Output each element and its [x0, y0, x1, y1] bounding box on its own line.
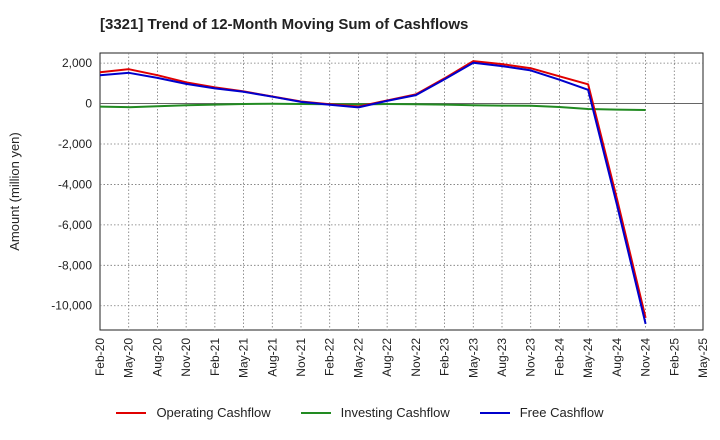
legend-item-free: Free Cashflow	[479, 405, 604, 420]
x-tick-label: Nov-23	[524, 338, 538, 377]
legend-label-operating: Operating Cashflow	[156, 405, 271, 420]
x-tick-label: Nov-22	[409, 338, 423, 377]
y-tick-label: -8,000	[58, 258, 92, 272]
x-tick-label: Aug-23	[495, 338, 509, 377]
x-tick-label: Nov-24	[639, 338, 653, 377]
x-tick-label: Aug-21	[265, 338, 279, 377]
x-tick-label: May-23	[466, 338, 480, 378]
x-tick-label: Aug-22	[380, 338, 394, 377]
x-tick-label: Feb-24	[552, 338, 566, 376]
y-tick-label: -2,000	[58, 137, 92, 151]
x-tick-label: Aug-20	[150, 338, 164, 377]
plot-frame	[99, 52, 704, 331]
legend-swatch-operating	[116, 411, 147, 414]
y-tick-label: 2,000	[62, 56, 92, 70]
x-tick-label: Aug-24	[610, 338, 624, 377]
series-line-free-cashflow	[99, 61, 647, 325]
legend-label-investing: Investing Cashflow	[340, 405, 450, 420]
legend: Operating Cashflow Investing Cashflow Fr…	[0, 405, 720, 420]
legend-item-operating: Operating Cashflow	[116, 405, 271, 420]
legend-label-free: Free Cashflow	[519, 405, 604, 420]
x-tick-label: Feb-20	[93, 338, 107, 376]
x-tick-label: May-21	[237, 338, 251, 378]
chart-title: [3321] Trend of 12-Month Moving Sum of C…	[100, 16, 469, 33]
x-tick-label: Nov-21	[294, 338, 308, 377]
legend-swatch-investing	[300, 411, 331, 414]
x-tick-label: Feb-25	[667, 338, 681, 376]
x-tick-label: May-24	[581, 338, 595, 378]
x-tick-label: Nov-20	[179, 338, 193, 377]
legend-item-investing: Investing Cashflow	[300, 405, 450, 420]
x-tick-label: May-22	[351, 338, 365, 378]
x-tick-label: May-25	[696, 338, 710, 378]
y-axis-label: Amount (million yen)	[7, 132, 22, 251]
y-tick-label: -6,000	[58, 218, 92, 232]
legend-swatch-free	[479, 411, 510, 414]
x-tick-label: Feb-22	[323, 338, 337, 376]
x-tick-label: Feb-21	[208, 338, 222, 376]
y-tick-label: 0	[85, 97, 92, 111]
x-tick-label: Feb-23	[438, 338, 452, 376]
x-tick-label: May-20	[122, 338, 136, 378]
y-tick-label: -10,000	[51, 299, 92, 313]
y-tick-label: -4,000	[58, 177, 92, 191]
